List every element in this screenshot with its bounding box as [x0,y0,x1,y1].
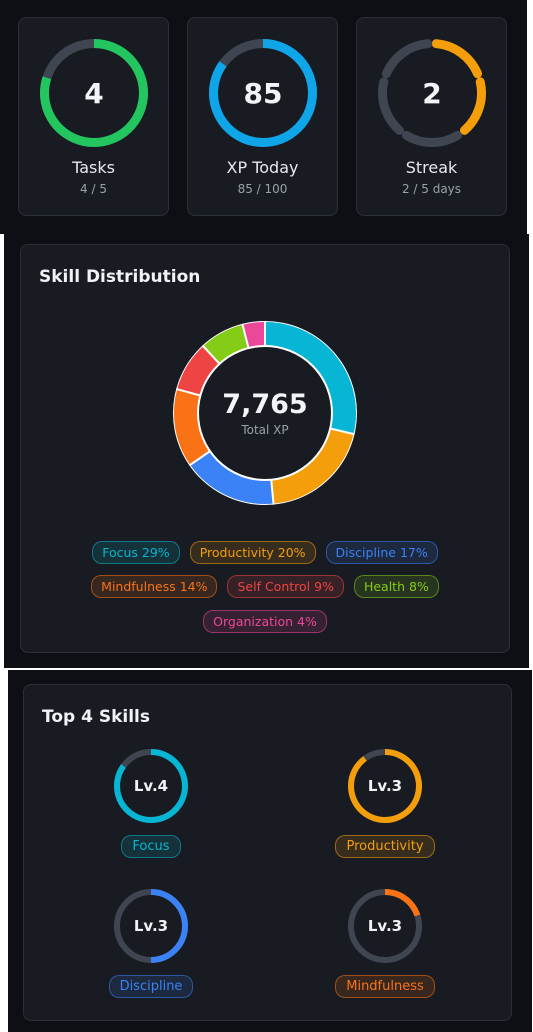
donut-slice-productivity [270,428,354,504]
skill-distribution-card: Skill Distribution 7,765 Total XP Focus … [20,244,510,653]
skill-distribution-donut: 7,765 Total XP [173,321,357,505]
discipline-level: Lv.3 [133,917,169,935]
legend-chip-health[interactable]: Health 8% [353,575,439,598]
xp-today-label: XP Today [226,158,299,177]
top-skills-panel: Top 4 Skills Lv.4 Focus Lv.3 Productivit… [8,670,532,1032]
tasks-label: Tasks [72,158,115,177]
donut-slice-separator [241,323,250,350]
stat-ring-2-segment [378,77,405,135]
focus-level: Lv.4 [133,777,169,795]
productivity-level: Lv.3 [367,777,403,795]
productivity-skill-chip: Productivity [335,835,435,858]
stat-ring-0-fill [40,39,148,147]
legend-chip-focus[interactable]: Focus 29% [92,541,180,564]
total-xp-value: 7,765 [222,389,308,420]
stats-panel: 4 Tasks 4 / 5 85 XP Today 85 / 100 2 Str… [0,0,527,234]
donut-slice-separator [201,344,221,366]
stat-ring-2-segment [381,39,433,79]
discipline-level-ring: Lv.3 [113,888,189,964]
donut-slice-focus [264,322,356,435]
legend-chip-discipline[interactable]: Discipline 17% [325,541,438,564]
total-xp-caption: Total XP [241,423,289,437]
stat-ring-1-fill [209,39,317,147]
xp-progress-text: 85 / 100 [237,182,288,196]
donut-slice-separator [175,387,202,397]
tasks-progress-ring: 4 [39,38,149,148]
skill-ring-2-fill [150,889,188,963]
donut-hole [197,345,333,481]
xp-progress-ring: 85 [208,38,318,148]
donut-slice-self-control [177,346,220,396]
focus-level-ring: Lv.4 [113,748,189,824]
streak-value: 2 [422,76,442,110]
skill-ring-1-fill [348,749,422,823]
donut-slice-separator [188,449,212,467]
discipline-skill-chip: Discipline [108,975,194,998]
focus-skill-chip: Focus [121,835,181,858]
stat-ring-2-segment [431,39,483,79]
stat-ring-2-segment [402,130,462,147]
streak-progress-ring: 2 [377,38,487,148]
top-skill-mindfulness[interactable]: Lv.3 Mindfulness [310,888,460,1018]
donut-slice-mindfulness [174,389,211,465]
top-skills-card: Top 4 Skills Lv.4 Focus Lv.3 Productivit… [23,684,512,1021]
tasks-progress-text: 4 / 5 [80,182,107,196]
donut-slice-separator [270,478,275,505]
streak-label: Streak [405,158,458,177]
stat-card-streak[interactable]: 2 Streak 2 / 5 days [356,17,507,216]
donut-slice-health [203,324,249,365]
mindfulness-level: Lv.3 [367,917,403,935]
donut-slice-discipline [190,450,274,504]
skill-ring-3-fill [384,889,421,917]
tasks-count: 4 [84,76,104,110]
productivity-level-ring: Lv.3 [347,748,423,824]
skill-ring-0-fill [114,749,188,823]
skill-distribution-title: Skill Distribution [39,267,201,287]
mindfulness-skill-chip: Mindfulness [335,975,435,998]
distribution-panel: Skill Distribution 7,765 Total XP Focus … [4,234,529,668]
legend-chip-mindfulness[interactable]: Mindfulness 14% [91,575,218,598]
stat-card-xp-today[interactable]: 85 XP Today 85 / 100 [187,17,338,216]
legend-chip-productivity[interactable]: Productivity 20% [189,541,316,564]
legend-chip-self-control[interactable]: Self Control 9% [227,575,344,598]
xp-today-value: 85 [243,76,283,110]
donut-slice-separator [328,427,355,436]
stat-card-tasks[interactable]: 4 Tasks 4 / 5 [18,17,169,216]
legend-chip-organization[interactable]: Organization 4% [203,610,327,633]
mindfulness-level-ring: Lv.3 [347,888,423,964]
top-skill-discipline[interactable]: Lv.3 Discipline [76,888,226,1018]
stat-ring-2-segment [459,77,486,135]
top-skill-focus[interactable]: Lv.4 Focus [76,748,226,878]
top-skills-title: Top 4 Skills [42,707,151,727]
top-skill-productivity[interactable]: Lv.3 Productivity [310,748,460,878]
streak-progress-text: 2 / 5 days [401,182,462,196]
